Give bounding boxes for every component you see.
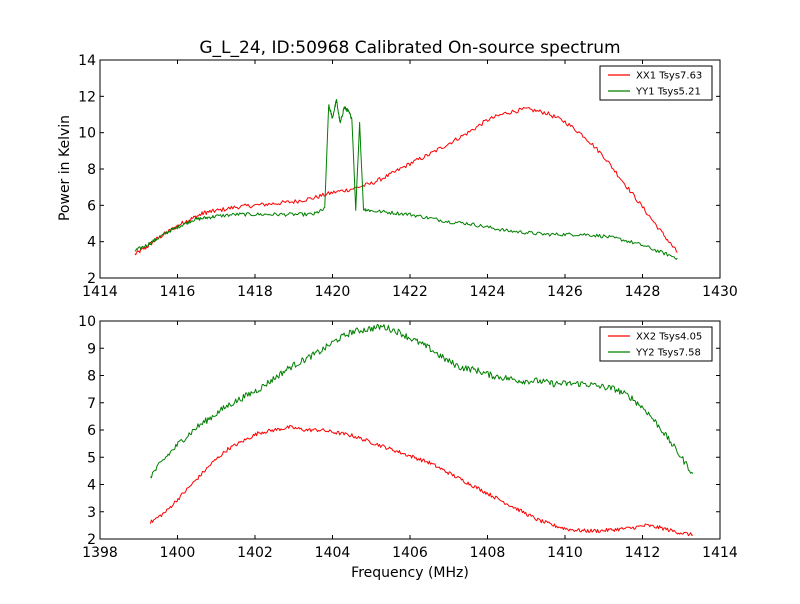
y-axis-label: Power in Kelvin bbox=[57, 115, 73, 221]
plot-panel-1: 1414 1416 1418 1420 1422 1424 1426 1428 1430 2 4 6 8… bbox=[78, 53, 738, 300]
chart-title: G_L_24, ID:50968 Calibrated On-source sp… bbox=[199, 38, 620, 58]
x-tick-label: 1420 bbox=[315, 284, 351, 300]
x-tick-label: 1418 bbox=[237, 284, 273, 300]
series-line-xx2 bbox=[149, 424, 694, 537]
x-tick-label: 1426 bbox=[547, 284, 583, 300]
plot-panel-2: 1398 1400 1402 1404 1406 1408 1410 1412 1414 2 3 4 5… bbox=[78, 314, 738, 561]
legend-label: XX2 Tsys4.05 bbox=[636, 332, 702, 343]
y-tick-label: 3 bbox=[87, 505, 96, 521]
y-tick-label: 14 bbox=[78, 53, 96, 69]
legend: XX1 Tsys7.63 YY1 Tsys5.21 bbox=[599, 65, 713, 101]
x-tick-label: 1414 bbox=[702, 545, 738, 561]
y-tick-label: 12 bbox=[78, 89, 96, 105]
y-tick-label: 8 bbox=[87, 162, 96, 178]
x-tick-label: 1404 bbox=[315, 545, 351, 561]
y-tick-label: 5 bbox=[87, 450, 96, 466]
y-tick-label: 2 bbox=[87, 271, 96, 287]
plots-group: 1414 1416 1418 1420 1422 1424 1426 1428 14302468… bbox=[78, 53, 738, 561]
y-tick-label: 6 bbox=[87, 423, 96, 439]
x-tick-label: 1398 bbox=[82, 545, 118, 561]
x-tick-label: 1414 bbox=[82, 284, 118, 300]
x-tick-label: 1406 bbox=[392, 545, 428, 561]
y-tick-label: 4 bbox=[87, 478, 96, 494]
legend-label: YY2 Tsys7.58 bbox=[635, 348, 701, 359]
series-line-yy1 bbox=[134, 98, 678, 260]
y-tick-label: 4 bbox=[87, 235, 96, 251]
y-tick-label: 6 bbox=[87, 198, 96, 214]
series-line-xx1 bbox=[134, 106, 678, 256]
legend-label: XX1 Tsys7.63 bbox=[636, 71, 702, 82]
legend-box bbox=[599, 65, 713, 101]
legend-box bbox=[599, 326, 713, 362]
x-tick-label: 1408 bbox=[470, 545, 506, 561]
x-tick-label: 1400 bbox=[160, 545, 196, 561]
y-tick-label: 7 bbox=[87, 396, 96, 412]
x-tick-label: 1412 bbox=[625, 545, 661, 561]
x-tick-label: 1430 bbox=[702, 284, 738, 300]
x-tick-label: 1422 bbox=[392, 284, 428, 300]
x-tick-label: 1416 bbox=[160, 284, 196, 300]
x-tick-label: 1402 bbox=[237, 545, 273, 561]
y-tick-label: 10 bbox=[78, 126, 96, 142]
y-tick-label: 2 bbox=[87, 532, 96, 548]
legend: XX2 Tsys4.05 YY2 Tsys7.58 bbox=[599, 326, 713, 362]
y-tick-label: 10 bbox=[78, 314, 96, 330]
x-axis-label: Frequency (MHz) bbox=[351, 565, 469, 581]
series-line-yy2 bbox=[150, 323, 694, 479]
x-tick-label: 1410 bbox=[547, 545, 583, 561]
x-tick-label: 1424 bbox=[470, 284, 506, 300]
x-tick-label: 1428 bbox=[625, 284, 661, 300]
y-tick-label: 8 bbox=[87, 369, 96, 385]
y-tick-label: 9 bbox=[87, 341, 96, 357]
legend-label: YY1 Tsys5.21 bbox=[635, 87, 701, 98]
